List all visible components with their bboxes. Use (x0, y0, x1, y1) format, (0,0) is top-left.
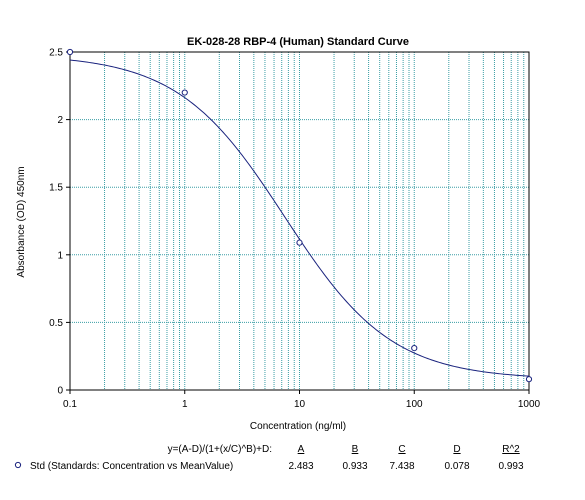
y-axis-label: Absorbance (OD) 450nm (16, 166, 27, 277)
fit-param-name: A (298, 444, 305, 455)
y-tick-label: 0.5 (49, 318, 63, 329)
chart-title: EK-028-28 RBP-4 (Human) Standard Curve (187, 36, 409, 48)
data-point (525, 376, 533, 383)
x-axis-label: Concentration (ng/ml) (250, 421, 346, 432)
y-tick-label: 1 (57, 250, 63, 261)
y-tick-label: 0 (57, 386, 63, 397)
fit-param-value: 7.438 (389, 461, 414, 472)
grid-lines (70, 52, 529, 390)
data-point (66, 48, 74, 56)
fit-param-name: C (398, 444, 405, 455)
y-tick-label: 2 (57, 115, 63, 126)
x-tick-label: 10 (294, 399, 306, 410)
y-axis-ticks: 0 0.5 1 1.5 2 2.5 (49, 48, 70, 397)
fit-param-value: 0.993 (498, 461, 523, 472)
fit-param-value: 0.933 (342, 461, 367, 472)
data-points (66, 48, 533, 383)
legend-marker (14, 461, 22, 469)
x-tick-label: 1 (182, 399, 188, 410)
y-tick-label: 2.5 (49, 48, 63, 59)
fit-param-value: 2.483 (288, 461, 313, 472)
y-tick-label: 1.5 (49, 183, 63, 194)
data-point (411, 344, 418, 352)
fit-param-name: R^2 (502, 444, 520, 455)
fit-param-name: B (352, 444, 359, 455)
fit-curve (69, 59, 530, 377)
data-point (181, 89, 188, 96)
fit-param-value: 0.078 (444, 461, 469, 472)
fit-equation: y=(A-D)/(1+(x/C)^B)+D: (168, 444, 272, 455)
x-tick-label: 100 (406, 399, 423, 410)
x-tick-label: 1000 (518, 399, 541, 410)
legend-series-name: Std (Standards: Concentration vs MeanVal… (30, 461, 233, 472)
fit-param-name: D (453, 444, 460, 455)
fit-parameters: A 2.483 B 0.933 C 7.438 D 0.078 R^2 0.993 (288, 444, 523, 472)
data-point (296, 239, 303, 246)
x-axis-ticks: 0.1 1 10 100 1000 (63, 390, 541, 410)
x-tick-label: 0.1 (63, 399, 77, 410)
